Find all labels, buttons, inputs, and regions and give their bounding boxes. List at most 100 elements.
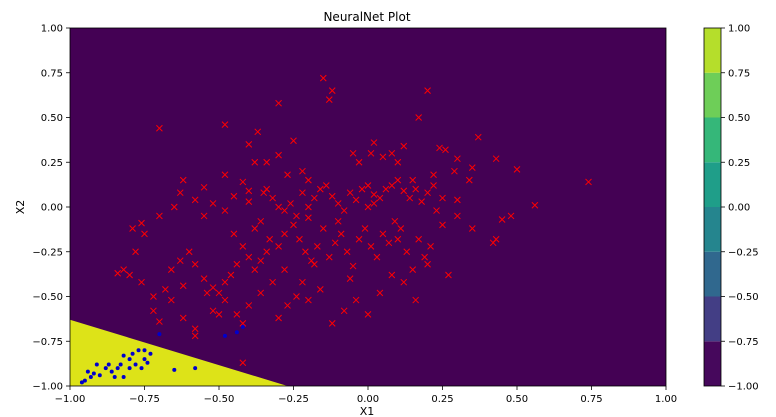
x-marker [245, 253, 253, 261]
x-marker [126, 271, 133, 279]
x-marker [299, 278, 306, 286]
x-marker [328, 87, 336, 95]
x-marker [209, 200, 217, 207]
x-marker [150, 307, 157, 315]
colorbar-band [704, 207, 721, 252]
x-marker [200, 275, 208, 282]
x-marker [263, 185, 271, 193]
x-marker [191, 260, 199, 268]
x-marker [325, 96, 333, 103]
x-marker [275, 243, 282, 250]
x-marker [156, 212, 163, 220]
x-marker [215, 289, 223, 297]
x-marker [129, 225, 136, 232]
x-marker [269, 194, 276, 202]
x-marker [305, 203, 312, 211]
x-marker [150, 293, 157, 300]
dot-marker [136, 348, 141, 353]
x-marker [239, 319, 247, 327]
x-marker [200, 212, 208, 220]
x-marker [424, 87, 431, 95]
x-marker [293, 212, 300, 220]
x-marker [394, 235, 402, 243]
dot-marker [103, 366, 108, 371]
colorbar-tick-label: 0.00 [728, 203, 750, 214]
x-marker [299, 189, 306, 197]
x-marker [585, 178, 592, 186]
x-marker [388, 149, 396, 157]
x-marker [275, 314, 282, 322]
y-tick-label: 0.50 [41, 113, 63, 124]
y-tick-label: −1.00 [32, 382, 63, 393]
x-marker [427, 243, 434, 250]
dot-marker [157, 332, 162, 337]
x-marker [439, 194, 446, 202]
x-marker [313, 243, 321, 250]
decision-region-high [70, 319, 288, 386]
x-marker [400, 187, 408, 195]
x-tick-label: −0.25 [278, 394, 309, 405]
x-marker [284, 171, 291, 179]
x-marker [221, 207, 229, 214]
x-marker [340, 207, 348, 214]
x-marker [245, 140, 253, 148]
x-marker [138, 278, 145, 286]
x-marker [355, 158, 363, 166]
x-tick-label: 0.25 [431, 394, 453, 405]
x-marker [162, 285, 169, 293]
dot-marker [97, 373, 102, 378]
data-markers [79, 74, 592, 385]
x-marker [442, 146, 449, 154]
x-marker [290, 221, 297, 229]
x-marker [454, 196, 461, 204]
y-tick-label: −0.25 [32, 247, 63, 258]
x-marker [439, 221, 446, 229]
x-marker [376, 194, 384, 202]
x-marker [296, 235, 303, 243]
dot-marker [130, 351, 135, 356]
x-marker [531, 201, 539, 209]
colorbar-band [704, 341, 721, 386]
x-marker [305, 296, 312, 304]
x-marker [239, 359, 247, 367]
x-marker [275, 203, 282, 211]
x-marker [409, 176, 417, 184]
x-marker [299, 167, 306, 175]
x-marker [370, 139, 378, 146]
x-marker [397, 225, 405, 232]
x-marker [328, 319, 336, 327]
x-marker [185, 248, 193, 256]
colorbar-band [704, 117, 721, 163]
x-marker [233, 260, 241, 268]
x-marker [221, 278, 229, 286]
x-marker [239, 243, 247, 250]
y-tick-label: 0.00 [41, 203, 63, 214]
x-marker [233, 311, 241, 318]
dot-marker [148, 351, 153, 356]
x-marker [245, 302, 253, 309]
y-tick-label: 0.25 [41, 158, 63, 169]
x-marker [319, 225, 327, 232]
x-marker [227, 271, 235, 279]
x-marker [203, 289, 211, 297]
x-marker [293, 293, 300, 300]
colorbar-band [704, 162, 721, 207]
x-marker [352, 196, 360, 204]
x-marker [352, 296, 360, 304]
x-marker [436, 144, 443, 152]
x-marker [179, 314, 187, 322]
x-marker [379, 230, 387, 238]
x-marker [287, 200, 294, 207]
dot-marker [133, 362, 138, 367]
dot-marker [193, 366, 198, 371]
x-marker [281, 207, 288, 214]
x-marker [257, 257, 265, 265]
x-marker [400, 142, 408, 150]
dot-marker [94, 362, 99, 367]
colorbar-band [704, 72, 721, 118]
colorbar-tick-label: −0.25 [728, 247, 759, 258]
x-marker [275, 151, 282, 159]
x-marker [257, 217, 265, 225]
y-tick-label: −0.75 [32, 337, 63, 348]
